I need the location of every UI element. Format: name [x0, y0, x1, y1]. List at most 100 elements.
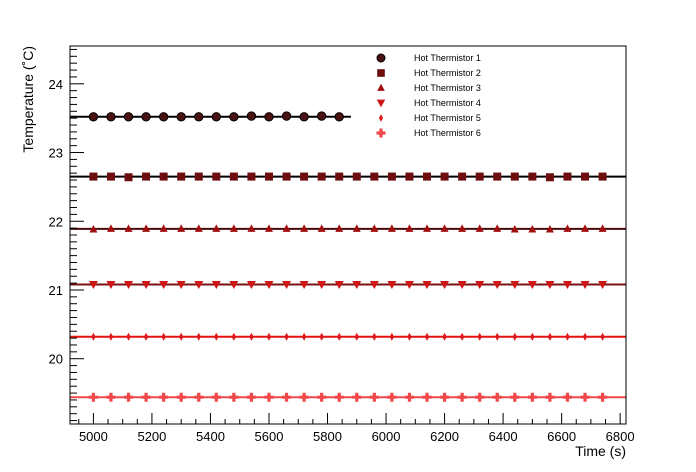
- data-point: [319, 332, 324, 341]
- data-point: [334, 280, 344, 289]
- data-point: [161, 332, 166, 341]
- data-point: [369, 392, 379, 402]
- data-point: [229, 172, 238, 181]
- data-point: [158, 112, 169, 122]
- data-point: [159, 172, 168, 181]
- y-tick-label: 21: [49, 283, 63, 298]
- data-point: [91, 332, 96, 341]
- data-point: [88, 112, 99, 122]
- data-point: [458, 224, 467, 232]
- data-point: [214, 332, 219, 341]
- data-point: [581, 224, 590, 232]
- data-point: [142, 224, 151, 232]
- data-point: [106, 172, 115, 181]
- data-point: [477, 332, 482, 341]
- data-point: [301, 332, 307, 341]
- legend-label: Hot Thermistor 5: [414, 113, 481, 123]
- data-point: [300, 224, 309, 232]
- data-point: [598, 280, 608, 289]
- data-point: [231, 332, 237, 341]
- legend-item: Hot Thermistor 2: [377, 68, 481, 78]
- data-point: [282, 392, 292, 402]
- data-point: [177, 172, 186, 181]
- data-point: [528, 225, 537, 233]
- data-point: [440, 392, 450, 402]
- data-point: [387, 280, 397, 289]
- data-point: [106, 224, 115, 232]
- data-point: [352, 224, 361, 232]
- x-tick-label: 6600: [547, 429, 576, 444]
- data-point: [196, 332, 201, 341]
- x-tick-label: 5200: [137, 429, 166, 444]
- data-point: [211, 392, 221, 402]
- data-point: [176, 280, 186, 289]
- data-point: [510, 280, 520, 289]
- data-point: [266, 332, 272, 341]
- data-point: [249, 332, 254, 341]
- data-point: [492, 392, 502, 402]
- legend: Hot Thermistor 1 Hot Thermistor 2 Hot Ther…: [376, 53, 481, 138]
- data-point: [106, 112, 116, 122]
- data-point: [475, 392, 485, 402]
- data-point: [282, 280, 292, 289]
- data-point: [545, 392, 555, 402]
- data-point: [335, 172, 344, 181]
- y-tick-label: 24: [49, 77, 63, 92]
- data-point: [510, 225, 519, 233]
- data-point: [369, 280, 379, 289]
- data-point: [598, 172, 607, 181]
- series-hot-thermistor-5: [70, 332, 626, 341]
- legend-item: Hot Thermistor 3: [377, 83, 481, 93]
- series-hot-thermistor-4: [70, 280, 626, 289]
- data-point: [475, 224, 484, 232]
- x-tick-label: 5400: [196, 429, 225, 444]
- data-point: [457, 392, 467, 402]
- data-point: [493, 172, 502, 181]
- data-point: [229, 280, 239, 289]
- legend-marker: [377, 83, 385, 91]
- data-point: [246, 280, 256, 289]
- data-point: [580, 392, 590, 402]
- data-point: [177, 224, 186, 232]
- data-point: [229, 224, 238, 232]
- legend-item: Hot Thermistor 1: [376, 53, 481, 63]
- y-tick-label: 22: [49, 214, 63, 229]
- data-point: [299, 112, 309, 122]
- data-point: [580, 280, 590, 289]
- data-point: [562, 280, 572, 289]
- data-point: [352, 172, 361, 181]
- data-point: [334, 112, 344, 122]
- data-point: [598, 224, 607, 232]
- data-point: [176, 112, 186, 122]
- legend-label: Hot Thermistor 2: [414, 68, 481, 78]
- data-point: [211, 112, 222, 122]
- y-axis: 20 21 22 23 24: [49, 48, 84, 422]
- data-point: [598, 392, 608, 402]
- data-point: [389, 332, 395, 341]
- data-point: [212, 172, 221, 181]
- data-point: [442, 332, 447, 341]
- data-point: [211, 280, 221, 289]
- data-point: [194, 172, 203, 181]
- data-point: [405, 172, 414, 181]
- data-point: [264, 224, 273, 232]
- data-point: [547, 332, 553, 341]
- data-point: [563, 172, 572, 181]
- data-point: [372, 332, 377, 341]
- data-point: [563, 224, 572, 232]
- data-point: [212, 224, 221, 232]
- data-point: [108, 332, 114, 341]
- y-axis-label: Temperature (˚C): [20, 46, 36, 153]
- data-point: [106, 280, 116, 289]
- data-point: [246, 111, 257, 121]
- data-point: [370, 224, 379, 232]
- data-point: [317, 172, 326, 181]
- data-point: [282, 172, 291, 181]
- data-point: [88, 392, 98, 402]
- legend-marker: [376, 53, 386, 63]
- data-point: [475, 280, 485, 289]
- data-point: [565, 332, 570, 341]
- data-point: [422, 280, 432, 289]
- data-point: [528, 172, 537, 181]
